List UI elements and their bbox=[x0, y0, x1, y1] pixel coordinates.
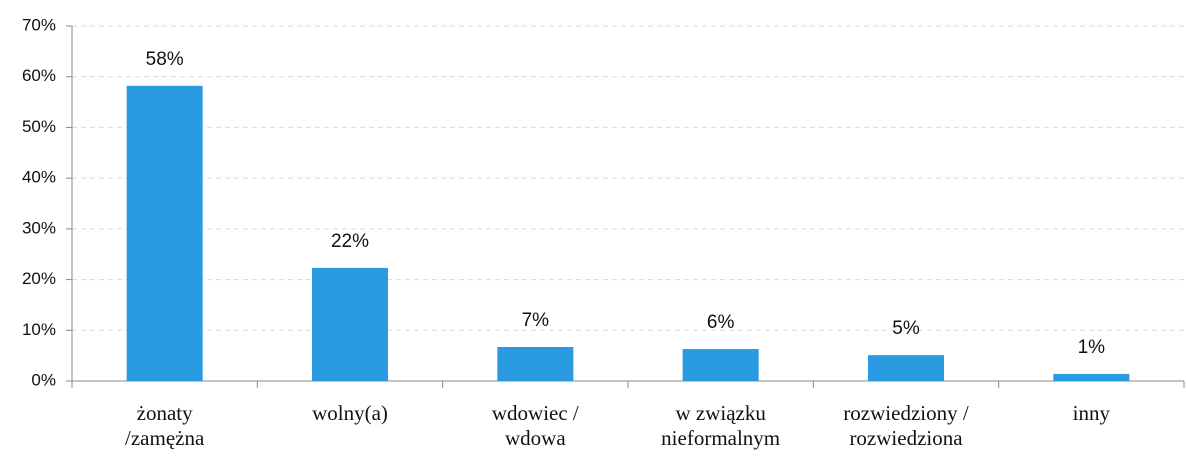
value-label: 1% bbox=[1078, 337, 1106, 358]
bar bbox=[682, 349, 759, 381]
value-label: 22% bbox=[331, 231, 369, 252]
y-tick-label: 30% bbox=[22, 218, 56, 237]
x-tick-label: wolny(a) bbox=[312, 401, 388, 425]
value-label: 58% bbox=[146, 49, 184, 70]
x-tick-label: w związku nieformalnym bbox=[661, 401, 781, 450]
x-tick-label: wdowiec / wdowa bbox=[491, 401, 579, 450]
value-label: 5% bbox=[892, 318, 920, 339]
bar bbox=[1053, 373, 1130, 381]
y-tick-label: 50% bbox=[22, 117, 56, 136]
y-tick-label: 60% bbox=[22, 66, 56, 85]
bar bbox=[497, 347, 574, 381]
value-label: 6% bbox=[707, 312, 735, 333]
y-tick-label: 70% bbox=[22, 15, 56, 34]
y-tick-label: 20% bbox=[22, 269, 56, 288]
bar bbox=[868, 355, 944, 381]
x-tick-label: żonaty /zamężna bbox=[125, 401, 205, 450]
bar bbox=[126, 85, 203, 381]
y-tick-label: 40% bbox=[22, 168, 56, 187]
y-tick-label: 10% bbox=[22, 320, 56, 339]
bar bbox=[312, 267, 388, 381]
x-tick-label: rozwiedziony / rozwiedziona bbox=[843, 401, 969, 450]
value-label: 7% bbox=[522, 310, 550, 331]
x-tick-label: inny bbox=[1072, 401, 1110, 425]
y-tick-label: 0% bbox=[31, 370, 56, 389]
